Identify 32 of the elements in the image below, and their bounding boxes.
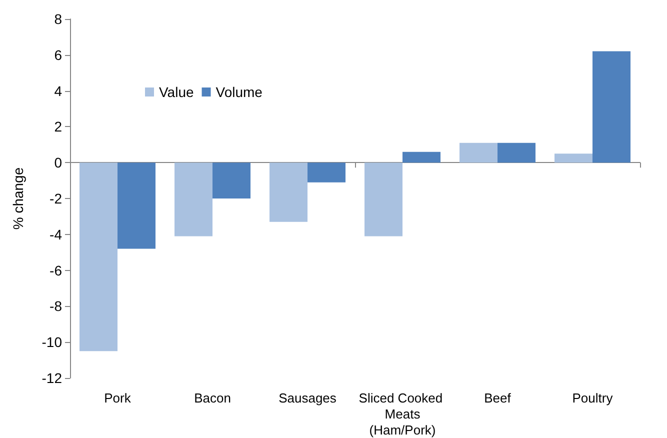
legend-label: Value xyxy=(159,84,194,100)
bar xyxy=(364,162,402,236)
y-tick-label: -12 xyxy=(42,370,62,386)
bar xyxy=(118,162,156,249)
y-tick-label: -10 xyxy=(42,334,62,350)
bar xyxy=(592,51,630,163)
x-tick-label: Beef xyxy=(484,390,512,406)
bar xyxy=(212,162,250,198)
y-tick-label: 2 xyxy=(54,118,62,135)
bar xyxy=(308,162,346,182)
bar xyxy=(402,152,440,163)
y-tick-label: -4 xyxy=(50,226,62,242)
y-tick-label: 0 xyxy=(54,154,62,171)
x-tick-label: Pork xyxy=(104,390,132,406)
y-tick-label: -8 xyxy=(50,298,62,314)
legend-label: Volume xyxy=(216,84,263,100)
bar xyxy=(270,162,308,222)
y-tick-label: 8 xyxy=(54,11,62,27)
y-tick-label: 4 xyxy=(54,82,62,99)
bar xyxy=(554,154,592,163)
bar xyxy=(80,162,118,352)
x-tick-label: Sausages xyxy=(278,390,337,406)
y-tick-label: 6 xyxy=(54,46,62,63)
x-tick-label: Sliced Cooked Meats (Ham/Pork) xyxy=(358,390,446,438)
bar xyxy=(174,162,212,236)
x-tick-label: Poultry xyxy=(572,390,614,406)
y-tick-label: -6 xyxy=(50,262,62,278)
y-axis-title: % change xyxy=(10,167,26,230)
bar xyxy=(498,142,536,163)
x-tick-label: Bacon xyxy=(194,390,231,406)
bar xyxy=(460,142,498,163)
y-tick-label: -2 xyxy=(50,190,62,206)
